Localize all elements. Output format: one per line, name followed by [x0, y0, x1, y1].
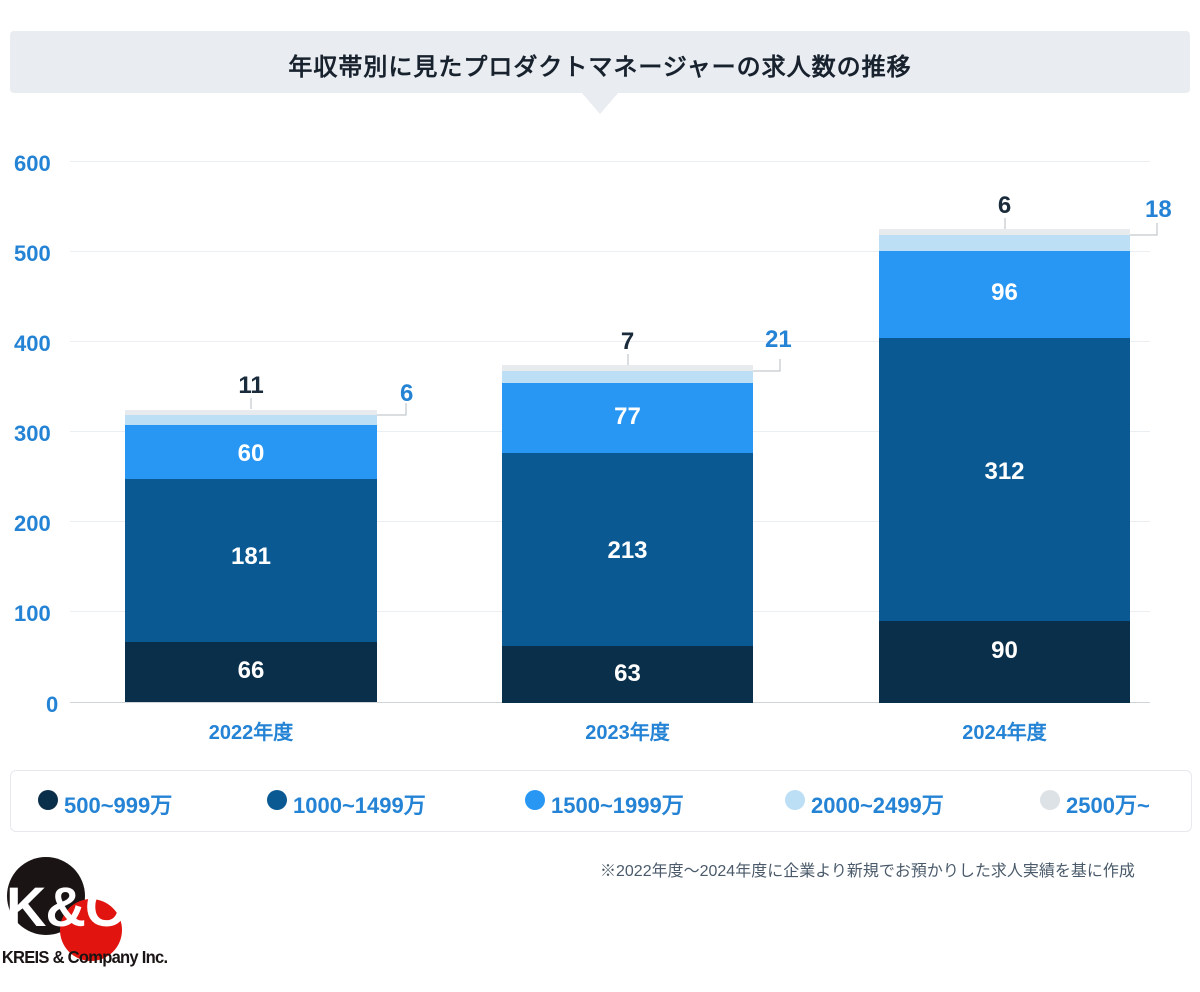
svg-text:KREIS & Company Inc.: KREIS & Company Inc.	[2, 946, 167, 967]
